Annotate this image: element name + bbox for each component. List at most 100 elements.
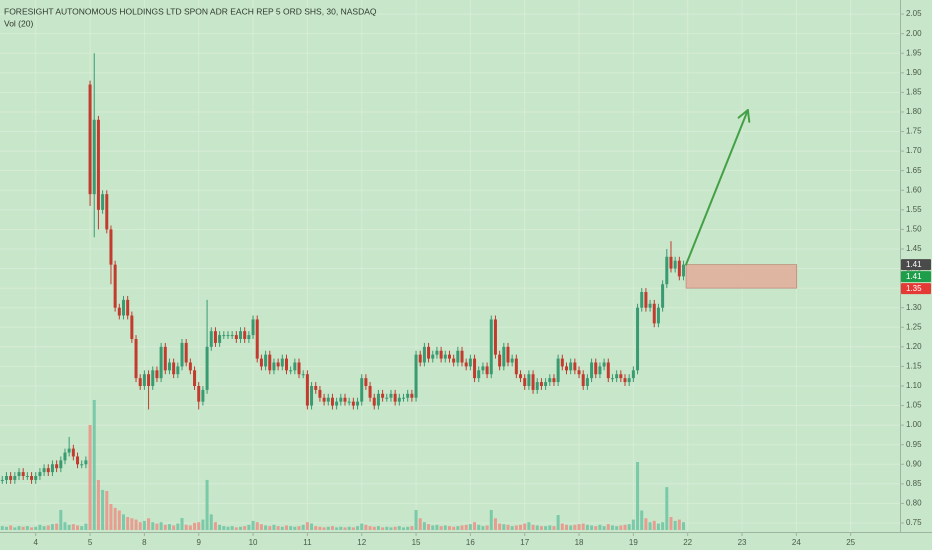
- candle-body: [648, 303, 652, 308]
- volume-bar: [477, 524, 481, 530]
- volume-bar: [661, 522, 665, 530]
- volume-bar: [610, 525, 614, 530]
- volume-bar: [197, 522, 201, 530]
- candle-body: [159, 346, 163, 379]
- candle-body: [677, 260, 681, 277]
- candle-body: [393, 393, 397, 402]
- candle-body: [0, 479, 4, 481]
- volume-bar: [230, 526, 234, 530]
- volume-bar: [393, 526, 397, 530]
- volume-bar: [222, 526, 226, 530]
- candle-body: [293, 362, 297, 371]
- candle-body: [389, 393, 393, 398]
- candle-body: [372, 397, 376, 406]
- volume-bar: [314, 526, 318, 530]
- volume-bar: [301, 524, 305, 530]
- volume-bar: [372, 526, 376, 530]
- candle-body: [560, 358, 564, 367]
- x-tick-label: 5: [88, 538, 93, 547]
- candle-body: [485, 366, 489, 375]
- candle-body: [46, 468, 50, 473]
- volume-bar: [25, 526, 29, 530]
- volume-bar: [368, 526, 372, 530]
- candle-body: [92, 119, 96, 195]
- volume-bar: [167, 524, 171, 530]
- volume-bar: [188, 525, 192, 530]
- candle-body: [548, 378, 552, 383]
- candle-body: [172, 362, 176, 375]
- candle-body: [381, 393, 385, 398]
- volume-bar: [615, 526, 619, 530]
- candle-body: [435, 350, 439, 355]
- volume-bar: [243, 526, 247, 530]
- candle-body: [477, 370, 481, 379]
- candle-body: [519, 374, 523, 379]
- volume-bar: [556, 515, 560, 530]
- volume-bar: [67, 524, 71, 530]
- candle-body: [552, 378, 556, 383]
- volume-bar: [46, 525, 50, 530]
- volume-bar: [130, 518, 134, 530]
- candle-body: [619, 374, 623, 379]
- volume-bar: [519, 524, 523, 530]
- grid: [0, 0, 900, 532]
- volume-bar: [255, 522, 259, 530]
- candle-body: [230, 335, 234, 337]
- candle-body: [284, 358, 288, 371]
- volume-bar: [652, 520, 656, 530]
- candle-body: [167, 362, 171, 371]
- volume-bar: [21, 526, 25, 530]
- arrow-line: [685, 109, 749, 266]
- volume-bar: [498, 523, 502, 530]
- volume-bar: [259, 524, 263, 530]
- y-tick-label: 1.90: [906, 68, 922, 77]
- candle-body: [226, 335, 230, 337]
- volume-bar: [96, 479, 100, 530]
- candle-body: [59, 460, 63, 469]
- candle-body: [502, 346, 506, 367]
- candle-body: [272, 362, 276, 371]
- volume-bar: [356, 526, 360, 530]
- arrow-head: [737, 109, 751, 123]
- candle-body: [80, 464, 84, 466]
- volume-bar: [322, 527, 326, 530]
- candle-body: [473, 358, 477, 379]
- volume-bar: [548, 525, 552, 530]
- candle-body: [506, 346, 510, 363]
- candle-body: [17, 472, 21, 477]
- candle-body: [247, 335, 251, 340]
- volume-bar: [247, 524, 251, 530]
- y-tick-label: 0.80: [906, 499, 922, 508]
- volume-bar: [226, 526, 230, 530]
- candle-body: [356, 401, 360, 406]
- volume-bar: [410, 526, 414, 530]
- volume-bar: [623, 524, 627, 530]
- y-tick-label: 1.05: [906, 401, 922, 410]
- candle-body: [318, 389, 322, 398]
- candle-body: [55, 464, 59, 469]
- candle-body: [510, 358, 514, 363]
- volume-bar: [310, 523, 314, 530]
- candle-body: [310, 385, 314, 406]
- volume-bar: [284, 525, 288, 530]
- y-tick-label: 1.30: [906, 303, 922, 312]
- volume-bar: [682, 522, 686, 530]
- volume-bar: [92, 400, 96, 530]
- volume-bar: [121, 514, 125, 530]
- x-tick-label: 19: [629, 538, 638, 547]
- y-tick-label: 1.15: [906, 362, 922, 371]
- volume-bar: [280, 526, 284, 530]
- volume-bar: [193, 522, 197, 530]
- volume-bar: [414, 509, 418, 530]
- candle-body: [243, 331, 247, 340]
- candle-body: [347, 401, 351, 403]
- candle-body: [142, 374, 146, 386]
- volume-bar: [155, 523, 159, 530]
- candle-body: [385, 397, 389, 399]
- candle-body: [556, 358, 560, 383]
- chart-title: FORESIGHT AUTONOMOUS HOLDINGS LTD SPON A…: [4, 6, 377, 16]
- price-label: 1.41: [906, 272, 922, 281]
- volume-bar: [673, 520, 677, 530]
- volume-bar: [50, 524, 54, 530]
- volume-bar: [573, 524, 577, 530]
